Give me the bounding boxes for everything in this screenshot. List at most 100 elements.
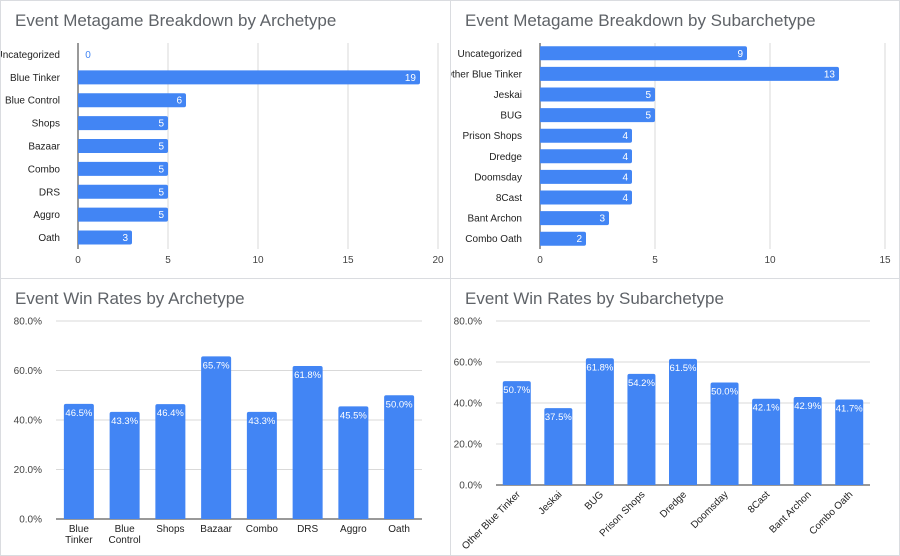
bar — [502, 381, 531, 485]
data-label: 5 — [645, 111, 651, 122]
bar — [669, 358, 697, 485]
bar — [78, 93, 186, 108]
y-tick-label: 80.0% — [454, 317, 482, 328]
category-label: Control — [109, 535, 141, 546]
data-label: 65.7% — [203, 360, 230, 371]
category-label: Uncategorized — [458, 49, 522, 60]
bar — [78, 70, 420, 85]
x-tick-label: 5 — [165, 255, 171, 266]
y-tick-label: 0.0% — [459, 481, 482, 492]
data-label: 61.5% — [670, 363, 697, 374]
bar — [78, 207, 168, 222]
category-label: Combo — [246, 524, 279, 535]
data-label: 5 — [158, 164, 164, 175]
bar — [540, 46, 747, 61]
y-tick-label: 20.0% — [454, 440, 482, 451]
category-label: DRS — [297, 524, 318, 535]
data-label: 41.7% — [836, 404, 863, 415]
data-label: 45.5% — [340, 410, 367, 421]
data-label: 43.3% — [248, 416, 275, 427]
data-label: 4 — [622, 172, 628, 183]
data-label: 43.3% — [111, 416, 138, 427]
category-label: Blue — [115, 524, 135, 535]
x-tick-label: 10 — [252, 255, 264, 266]
data-label: 3 — [122, 233, 128, 244]
category-label: Jeskai — [494, 90, 522, 101]
bar — [384, 395, 415, 519]
bar — [78, 161, 168, 176]
chart-title: Event Win Rates by Subarchetype — [465, 289, 724, 308]
data-label: 19 — [405, 73, 417, 84]
bar — [78, 116, 168, 131]
bar — [793, 397, 822, 485]
category-label: Blue Tinker — [10, 73, 61, 84]
bar — [835, 399, 864, 485]
category-label: Dredge — [489, 152, 522, 163]
category-label: Oath — [38, 233, 60, 244]
category-label: DRS — [39, 187, 60, 198]
chart-title: Event Win Rates by Archetype — [15, 289, 245, 308]
bar — [540, 190, 632, 205]
data-label: 3 — [599, 214, 605, 225]
data-label: 5 — [158, 210, 164, 221]
data-label: 46.5% — [65, 408, 92, 419]
category-label: BUG — [583, 489, 606, 512]
category-label: Shops — [32, 119, 60, 130]
data-label: 50.0% — [386, 399, 413, 410]
category-label: BUG — [500, 111, 522, 122]
chart-archetype-breakdown: 0 5 10 15 20 Uncategorized 0 Blue Tinker 19 Blue … — [1, 43, 444, 266]
bar — [540, 211, 609, 226]
data-label: 5 — [158, 142, 164, 153]
data-label: 0 — [85, 50, 91, 61]
chart-archetype-winrates: 0.0%20.0%40.0%60.0%80.0%46.5%BlueTinker4… — [14, 317, 422, 546]
category-label: Prison Shops — [463, 131, 522, 142]
x-tick-label: 0 — [537, 255, 543, 266]
bar — [710, 382, 739, 485]
data-label: 5 — [158, 119, 164, 130]
x-tick-label: 5 — [652, 255, 658, 266]
data-label: 42.1% — [753, 403, 780, 414]
bar — [627, 373, 656, 485]
category-label: 8Cast — [746, 489, 772, 515]
bar — [201, 356, 232, 519]
category-label: Doomsday — [474, 172, 522, 183]
bar — [78, 184, 168, 199]
y-tick-label: 40.0% — [14, 416, 42, 427]
category-label: Blue Control — [5, 96, 60, 107]
data-label: 9 — [737, 49, 743, 60]
category-label: Aggro — [33, 210, 60, 221]
data-label: 2 — [576, 234, 582, 245]
data-label: 4 — [622, 131, 628, 142]
bar — [540, 66, 839, 81]
category-label: 8Cast — [496, 193, 522, 204]
chart-panel-subarchetype-breakdown: Event Metagame Breakdown by Subarchetype… — [450, 0, 900, 279]
chart-panel-archetype-winrates: Event Win Rates by Archetype 0.0% 20.0% 40… — [0, 278, 451, 556]
category-label: Bazaar — [28, 142, 60, 153]
data-label: 13 — [824, 69, 836, 80]
bar — [540, 87, 655, 102]
category-label: Dredge — [658, 489, 689, 520]
category-label: Tinker — [65, 535, 93, 546]
category-label: Doomsday — [689, 489, 731, 531]
data-label: 46.4% — [157, 408, 184, 419]
bar — [540, 231, 586, 246]
category-label: Bazaar — [200, 524, 232, 535]
category-label: Jeskai — [537, 489, 565, 517]
y-tick-label: 60.0% — [14, 366, 42, 377]
data-label: 6 — [176, 96, 182, 107]
bar — [540, 169, 632, 184]
chart-panel-archetype-breakdown: Event Metagame Breakdown by Archetype 0 5… — [0, 0, 451, 279]
bar — [544, 408, 573, 485]
bar — [246, 411, 277, 519]
bar — [155, 404, 186, 519]
data-label: 5 — [645, 90, 651, 101]
x-tick-label: 15 — [342, 255, 354, 266]
bar — [338, 406, 369, 519]
bar — [78, 139, 168, 153]
data-label: 50.0% — [711, 387, 738, 398]
bar — [109, 411, 140, 519]
bar — [540, 108, 655, 123]
y-tick-label: 20.0% — [14, 465, 42, 476]
category-label: Combo Oath — [807, 489, 855, 537]
chart-title: Event Metagame Breakdown by Archetype — [15, 11, 337, 30]
